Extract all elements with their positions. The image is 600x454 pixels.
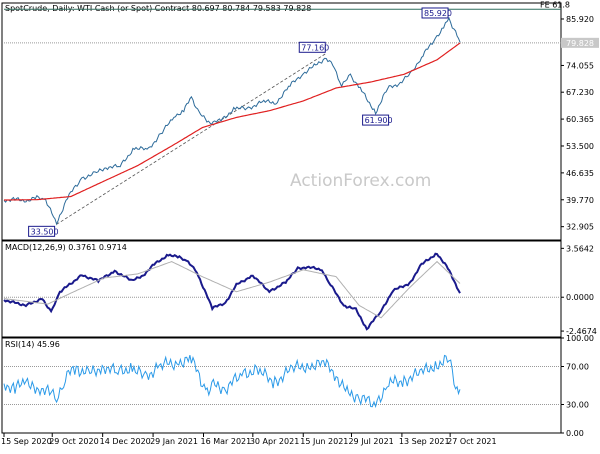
x-tick-label-8: 13 Sep 2021 [399, 437, 450, 446]
price-y-tick-label-5: 46.635 [566, 169, 594, 178]
price-y-tick-label-6: 39.770 [566, 196, 594, 205]
rsi-y-tick-label-3: 0.00 [566, 429, 584, 438]
rsi-title: RSI(14) 45.96 [5, 340, 60, 349]
price-y-tick-label-3: 60.365 [566, 115, 594, 124]
x-tick-label-7: 29 Jul 2021 [348, 437, 393, 446]
price-label-1: 77.160 [301, 43, 329, 52]
x-tick-label-4: 16 Mar 2021 [201, 437, 252, 446]
x-tick-label-1: 29 Oct 2020 [49, 437, 98, 446]
price-series-ma-line [4, 42, 461, 201]
price-label-2: 61.900 [365, 116, 393, 125]
rsi-y-tick-label-0: 100.00 [566, 334, 594, 343]
price-y-tick-label-4: 53.500 [566, 142, 594, 151]
current-price-box [561, 37, 599, 48]
macd-series-macd-line [3, 252, 461, 331]
panel-frames [1, 2, 562, 434]
price-label-box-1 [298, 41, 326, 53]
x-tick-label-3: 29 Jan 2021 [150, 437, 198, 446]
price-label-box-0 [28, 225, 56, 237]
macd-y-tick-label-0: 3.5642 [566, 244, 594, 253]
price-chart-title: SpotCrude, Daily: WTI Cash (or Spot) Con… [5, 4, 311, 13]
price-y-tick-label-0: 85.920 [566, 15, 594, 24]
macd-panel: MACD(12,26,9) 0.3761 0.9714 3.5642 0.0000 -… [3, 243, 597, 336]
fe-level-label: FE 61.8 [540, 0, 570, 9]
macd-y-tick-label-1: 0.0000 [566, 293, 594, 302]
x-tick-label-5: 30 Apr 2021 [250, 437, 299, 446]
x-tick-label-6: 15 Jun 2021 [300, 437, 348, 446]
current-price-label: 79.828 [566, 39, 594, 48]
rsi-y-tick-label-2: 30.00 [566, 401, 589, 410]
rsi-panel: RSI(14) 45.96 100.00 70.00 30.00 0.00 [3, 334, 594, 438]
x-tick-label-0: 15 Sep 2020 [1, 437, 52, 446]
x-tick-label-9: 27 Oct 2021 [447, 437, 496, 446]
price-y-tick-label-1: 74.055 [566, 61, 594, 70]
x-tick-label-2: 14 Dec 2020 [100, 437, 151, 446]
macd-title: MACD(12,26,9) 0.3761 0.9714 [5, 243, 127, 252]
price-label-box-2 [362, 114, 390, 126]
price-series-price-line [3, 16, 461, 226]
panel-frame-1 [1, 240, 562, 338]
price-label-0: 33.500 [31, 227, 59, 236]
rsi-y-tick-label-1: 70.00 [566, 363, 589, 372]
price-y-tick-label-7: 32.905 [566, 223, 594, 232]
macd-y-tick-label-2: -2.4674 [566, 327, 597, 336]
price-y-tick-label-2: 67.230 [566, 88, 594, 97]
macd-series-signal-line [3, 260, 461, 319]
price-label-3: 85.920 [424, 9, 452, 18]
rsi-series-line [3, 354, 461, 409]
trendline-0 [56, 52, 327, 225]
panel-frame-0 [1, 2, 562, 241]
panel-frame-2 [1, 337, 562, 434]
price-panel: SpotCrude, Daily: WTI Cash (or Spot) Con… [3, 0, 599, 237]
watermark: ActionForex.com [290, 171, 431, 191]
price-label-box-3 [421, 7, 449, 19]
